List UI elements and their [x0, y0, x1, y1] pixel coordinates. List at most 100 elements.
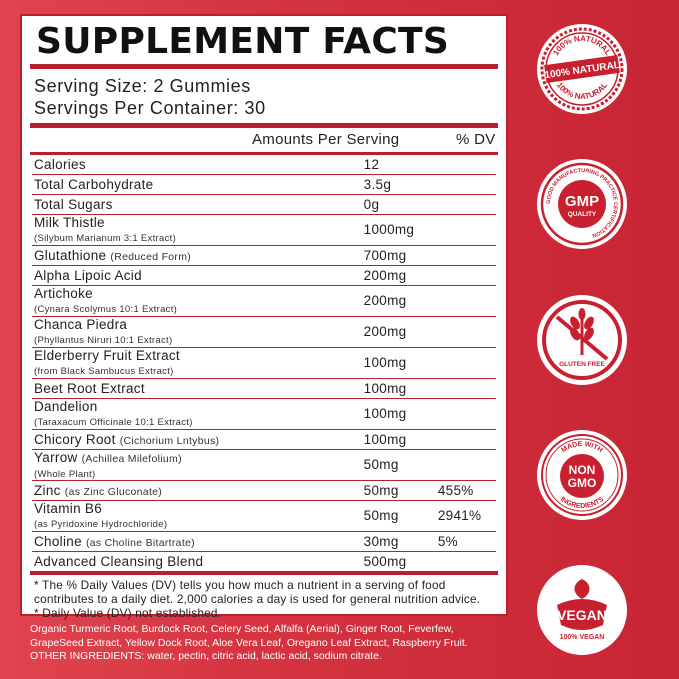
other-ingredients: OTHER INGREDIENTS: water, pectin, citric… [30, 650, 382, 662]
nutrient-row: Artichoke (Cynara Scolymus 10:1 Extract) 2… [32, 286, 496, 317]
nutrient-row: Yarrow (Achillea Milefolium) (Whole Plant… [32, 450, 496, 481]
svg-text:GMP: GMP [565, 193, 599, 210]
nutrient-dv: 5% [437, 534, 458, 549]
nutrient-source: (Phyllantus Niruri 10:1 Extract) [34, 335, 173, 346]
nutrient-dv [422, 552, 496, 571]
nutrient-name: Advanced Cleansing Blend [32, 552, 364, 571]
nutrient-source: (Whole Plant) [34, 469, 96, 480]
nutrient-dv [422, 246, 496, 265]
nutrient-label: Chanca Piedra [34, 317, 128, 332]
nutrient-amount: 0g [363, 197, 380, 212]
nutrient-detail: (Cichorium Lntybus) [119, 435, 220, 447]
nutrient-row: Zinc (as Zinc Gluconate) 50mg 455% [32, 481, 496, 501]
wheat-crossed-icon: GLUTEN FREE [537, 295, 627, 385]
nutrient-detail: (as Zinc Gluconate) [64, 486, 163, 498]
nutrient-label: Yarrow [34, 450, 78, 465]
dv-header: % DV [456, 131, 496, 148]
nutrient-row: Chicory Root (Cichorium Lntybus) 100mg [32, 430, 496, 450]
divider [30, 64, 498, 69]
nutrient-dv: 455% [437, 483, 474, 498]
nutrient-dv: 2941% [437, 508, 482, 523]
serving-size: Serving Size: 2 Gummies [34, 76, 251, 96]
nutrient-row: Total Sugars 0g [32, 195, 496, 215]
svg-text:MADE WITH: MADE WITH [560, 441, 603, 454]
nutrient-name: Total Sugars [32, 195, 364, 214]
nutrient-amount: 200mg [363, 293, 407, 308]
nutrient-label: Artichoke [34, 286, 93, 301]
nutrient-row: Dandelion (Taraxacum Officinale 10:1 Extr… [32, 399, 496, 430]
nutrient-dv [422, 175, 496, 194]
nutrient-dv [422, 266, 496, 285]
nutrient-name: Calories [32, 155, 364, 174]
nutrient-amount: 200mg [363, 268, 407, 283]
nutrient-amount: 1000mg [363, 222, 415, 237]
nutrient-dv [422, 450, 496, 480]
nutrient-row: Choline (as Choline Bitartrate) 30mg 5% [32, 532, 496, 552]
nutrient-dv [422, 348, 496, 378]
ingredients-block: Organic Turmeric Root, Burdock Root, Cel… [30, 623, 510, 664]
nutrient-label: Total Carbohydrate [34, 177, 154, 192]
nutrient-row: Vitamin B6 (as Pyridoxine Hydrochloride) 5… [32, 501, 496, 532]
nutrient-amount: 50mg [363, 508, 399, 523]
natural-seal-icon: 100% NATURAL 100% NATURAL 100% NATURAL [537, 24, 627, 114]
svg-text:NON: NON [569, 463, 596, 477]
footnote-not-established: * Daily Value (DV) not established. [34, 606, 222, 620]
nutrient-label: Elderberry Fruit Extract [34, 348, 180, 363]
gmp-seal-icon: GOOD MANUFACTURING PRACTICE CERTIFICATIO… [537, 159, 627, 249]
nutrient-label: Milk Thistle [34, 215, 105, 230]
divider [30, 571, 498, 575]
svg-text:GMO: GMO [568, 476, 597, 490]
nutrient-source: (from Black Sambucus Extract) [34, 366, 174, 377]
nutrient-amount: 50mg [363, 483, 399, 498]
footnote-dv: * The % Daily Values (DV) tells you how … [34, 578, 481, 606]
leaf-icon: VEGAN 100% VEGAN [537, 565, 627, 655]
nutrient-detail: (as Choline Bitartrate) [85, 537, 195, 549]
nutrient-name: Chicory Root (Cichorium Lntybus) [32, 430, 364, 449]
nutrient-amount: 3.5g [363, 177, 392, 192]
svg-text:GLUTEN FREE: GLUTEN FREE [559, 361, 606, 368]
nutrient-amount: 100mg [363, 355, 407, 370]
nutrient-row: Calories 12 [32, 155, 496, 175]
nutrient-label: Advanced Cleansing Blend [34, 554, 204, 569]
nutrient-amount: 50mg [363, 457, 399, 472]
nutrient-row: Beet Root Extract 100mg [32, 379, 496, 399]
nutrient-amount: 100mg [363, 381, 407, 396]
nutrient-label: Zinc [34, 483, 61, 498]
nutrient-label: Choline [34, 534, 82, 549]
nutrient-amount: 500mg [363, 554, 407, 569]
nutrient-dv [422, 155, 496, 174]
nutrient-row: Alpha Lipoic Acid 200mg [32, 266, 496, 286]
nutrient-row: Elderberry Fruit Extract (from Black Samb… [32, 348, 496, 379]
nutrient-label: Vitamin B6 [34, 501, 103, 516]
nutrient-label: Total Sugars [34, 197, 113, 212]
nutrient-dv [422, 195, 496, 214]
nutrient-amount: 100mg [363, 406, 407, 421]
nutrient-dv [422, 317, 496, 347]
nutrient-source: (Cynara Scolymus 10:1 Extract) [34, 304, 178, 315]
svg-text:100% NATURAL: 100% NATURAL [555, 81, 609, 101]
nutrient-row: Chanca Piedra (Phyllantus Niruri 10:1 Ext… [32, 317, 496, 348]
nutrient-detail: (Reduced Form) [110, 251, 192, 263]
nutrient-label: Calories [34, 157, 86, 172]
amount-header: Amounts Per Serving [252, 131, 400, 148]
nutrient-amount: 12 [363, 157, 380, 172]
nutrient-row: Milk Thistle (Silybum Marianum 3:1 Extrac… [32, 215, 496, 246]
nutrient-name: Vitamin B6 (as Pyridoxine Hydrochloride) [32, 501, 364, 531]
column-header: Amounts Per Serving % DV [32, 128, 496, 152]
nutrient-table: Calories 12 Total Carbohydrate 3.5g Total Su… [32, 155, 496, 571]
nutrient-dv [422, 215, 496, 245]
nutrient-name: Choline (as Choline Bitartrate) [32, 532, 364, 551]
nutrient-row: Total Carbohydrate 3.5g [32, 175, 496, 195]
nutrient-name: Dandelion (Taraxacum Officinale 10:1 Extr… [32, 399, 364, 429]
divider [30, 123, 498, 128]
nutrient-name: Milk Thistle (Silybum Marianum 3:1 Extrac… [32, 215, 364, 245]
nutrient-name: Total Carbohydrate [32, 175, 364, 194]
nutrient-dv [422, 430, 496, 449]
nutrient-name: Artichoke (Cynara Scolymus 10:1 Extract) [32, 286, 364, 316]
nutrient-source: (Silybum Marianum 3:1 Extract) [34, 233, 177, 244]
svg-text:100% VEGAN: 100% VEGAN [560, 634, 605, 641]
nutrient-label: Beet Root Extract [34, 381, 145, 396]
non-gmo-seal-icon: MADE WITH NON GMO INGREDIENTS [537, 430, 627, 520]
nutrient-dv [422, 399, 496, 429]
nutrient-label: Alpha Lipoic Acid [34, 268, 142, 283]
